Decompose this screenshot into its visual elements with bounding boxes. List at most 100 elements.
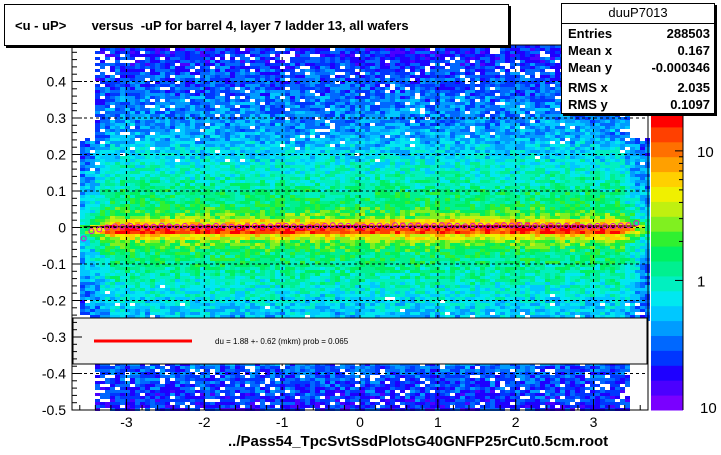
heatmap-cell (120, 66, 125, 69)
heatmap-cell (215, 111, 220, 114)
heatmap-cell (85, 282, 90, 285)
heatmap-cell (155, 123, 160, 126)
heatmap-cell (155, 303, 160, 306)
heatmap-cell (220, 390, 225, 393)
heatmap-cell (145, 99, 150, 102)
heatmap-cell (185, 228, 190, 231)
heatmap-cell (180, 171, 185, 174)
heatmap-cell (135, 117, 140, 120)
heatmap-cell (120, 186, 125, 189)
heatmap-cell (215, 237, 220, 240)
heatmap-cell (115, 381, 120, 384)
heatmap-cell (185, 177, 190, 180)
heatmap-cell (155, 192, 160, 195)
heatmap-cell (265, 174, 270, 177)
heatmap-cell (200, 132, 205, 135)
heatmap-cell (160, 387, 165, 390)
heatmap-cell (185, 315, 190, 318)
heatmap-cell (180, 180, 185, 183)
heatmap-cell (250, 405, 255, 408)
heatmap-cell (245, 393, 250, 396)
heatmap-cell (255, 90, 260, 93)
heatmap-cell (245, 69, 250, 72)
heatmap-cell (170, 291, 175, 294)
heatmap-cell (205, 210, 210, 213)
heatmap-cell (80, 222, 85, 225)
heatmap-cell (245, 81, 250, 84)
heatmap-cell (165, 207, 170, 210)
heatmap-cell (140, 291, 145, 294)
heatmap-cell (170, 99, 175, 102)
heatmap-cell (140, 123, 145, 126)
heatmap-cell (200, 405, 205, 408)
heatmap-cell (200, 222, 205, 225)
heatmap-cell (250, 396, 255, 399)
heatmap-cell (270, 96, 275, 99)
heatmap-cell (165, 54, 170, 57)
heatmap-cell (270, 192, 275, 195)
heatmap-cell (150, 54, 155, 57)
heatmap-cell (250, 141, 255, 144)
heatmap-cell (250, 159, 255, 162)
heatmap-cell (90, 240, 95, 243)
heatmap-cell (250, 72, 255, 75)
heatmap-cell (270, 156, 275, 159)
heatmap-cell (160, 201, 165, 204)
heatmap-cell (105, 294, 110, 297)
heatmap-cell (150, 306, 155, 309)
heatmap-cell (240, 267, 245, 270)
heatmap-cell (235, 315, 240, 318)
heatmap-cell (155, 222, 160, 225)
heatmap-cell (195, 72, 200, 75)
heatmap-cell (295, 114, 300, 117)
heatmap-cell (295, 60, 300, 63)
heatmap-cell (150, 396, 155, 399)
heatmap-cell (205, 303, 210, 306)
heatmap-cell (120, 390, 125, 393)
heatmap-cell (185, 285, 190, 288)
heatmap-cell (125, 186, 130, 189)
heatmap-cell (195, 129, 200, 132)
heatmap-cell (150, 87, 155, 90)
heatmap-cell (90, 207, 95, 210)
heatmap-cell (275, 150, 280, 153)
heatmap-cell (275, 402, 280, 405)
heatmap-cell (125, 261, 130, 264)
heatmap-cell (145, 213, 150, 216)
heatmap-cell (235, 303, 240, 306)
heatmap-cell (255, 102, 260, 105)
heatmap-cell (100, 273, 105, 276)
heatmap-cell (290, 228, 295, 231)
heatmap-cell (285, 192, 290, 195)
heatmap-cell (295, 120, 300, 123)
heatmap-cell (275, 123, 280, 126)
heatmap-cell (110, 222, 115, 225)
heatmap-cell (160, 75, 165, 78)
heatmap-cell (285, 195, 290, 198)
heatmap-cell (240, 105, 245, 108)
heatmap-cell (170, 183, 175, 186)
heatmap-cell (245, 102, 250, 105)
heatmap-cell (140, 153, 145, 156)
heatmap-cell (270, 294, 275, 297)
heatmap-cell (105, 48, 110, 51)
heatmap-cell (270, 81, 275, 84)
heatmap-cell (300, 243, 305, 246)
heatmap-cell (270, 105, 275, 108)
heatmap-cell (180, 99, 185, 102)
heatmap-cell (260, 81, 265, 84)
heatmap-cell (265, 369, 270, 372)
heatmap-cell (220, 60, 225, 63)
heatmap-cell (300, 129, 305, 132)
heatmap-cell (210, 306, 215, 309)
heatmap-cell (265, 96, 270, 99)
heatmap-cell (145, 177, 150, 180)
heatmap-cell (155, 255, 160, 258)
heatmap-cell (180, 186, 185, 189)
heatmap-cell (160, 144, 165, 147)
heatmap-cell (245, 186, 250, 189)
heatmap-cell (165, 195, 170, 198)
heatmap-cell (190, 168, 195, 171)
heatmap-cell (230, 273, 235, 276)
heatmap-cell (180, 402, 185, 405)
